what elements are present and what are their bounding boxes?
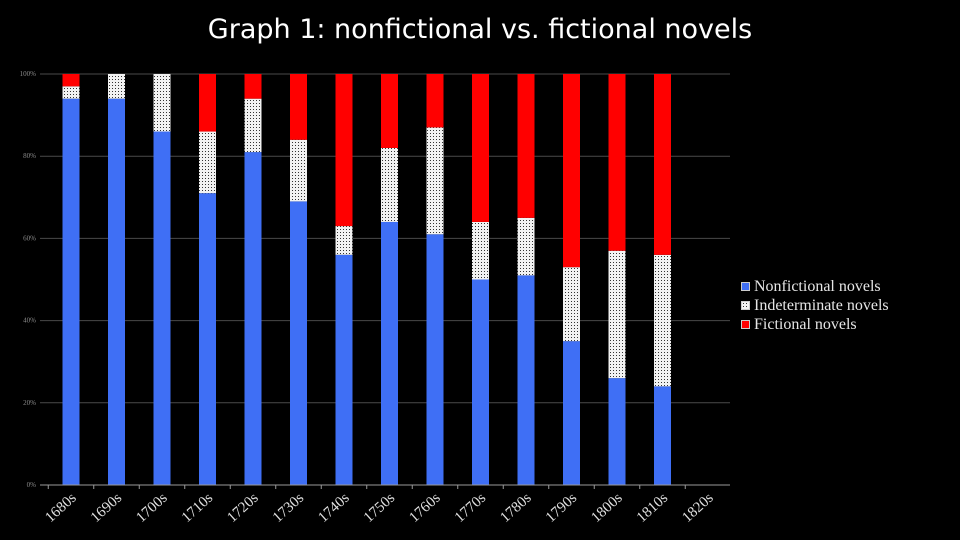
x-tick-label: 1690s xyxy=(88,490,125,526)
x-tick-label: 1800s xyxy=(588,490,625,526)
y-tick-label: 60% xyxy=(23,234,36,242)
x-tick-label: 1780s xyxy=(497,490,534,526)
x-tick-label: 1740s xyxy=(315,490,352,526)
bar-segment-fictional xyxy=(62,74,80,87)
x-tick-label: 1700s xyxy=(133,490,170,526)
bar-segment-fictional xyxy=(654,74,671,255)
bar-segment-indeterminate xyxy=(563,267,580,342)
bar-segment-nonfictional xyxy=(472,279,489,485)
bar-segment-nonfictional xyxy=(608,378,626,485)
y-tick-label: 20% xyxy=(23,399,36,407)
legend-swatch-fictional xyxy=(741,320,750,329)
bar-segment-indeterminate xyxy=(244,98,262,153)
bar-segment-indeterminate xyxy=(108,74,125,99)
legend-item-indeterminate: Indeterminate novels xyxy=(741,296,889,315)
bar-segment-fictional xyxy=(563,74,580,268)
x-tick-label: 1760s xyxy=(406,490,443,526)
bar-segment-indeterminate xyxy=(426,127,444,235)
x-tick-label: 1730s xyxy=(270,490,307,526)
bar-segment-indeterminate xyxy=(290,139,307,202)
legend-swatch-indeterminate xyxy=(741,301,750,310)
bar-segment-indeterminate xyxy=(199,131,216,194)
bar-segment-indeterminate xyxy=(153,74,171,132)
bar-segment-nonfictional xyxy=(199,193,216,485)
slide-title: Graph 1: nonfictional vs. fictional nove… xyxy=(207,14,753,45)
bar-segment-nonfictional xyxy=(153,131,171,486)
bar-segment-nonfictional xyxy=(290,201,307,485)
bar-segment-fictional xyxy=(335,74,353,227)
bar-segment-nonfictional xyxy=(517,275,535,485)
bar-segment-fictional xyxy=(199,74,216,132)
bar-segment-fictional xyxy=(426,74,444,128)
legend-swatch-nonfictional xyxy=(741,282,750,291)
bar-segment-nonfictional xyxy=(62,98,80,485)
y-tick-label: 0% xyxy=(27,481,37,489)
x-tick-label: 1810s xyxy=(634,490,671,526)
bar-segment-nonfictional xyxy=(244,152,262,485)
x-axis-ticks: 1680s 1690s 1700s 1710s 1720s 1730s 1740s 1750s… xyxy=(42,485,717,526)
x-tick-label: 1720s xyxy=(224,490,261,526)
x-tick-label: 1750s xyxy=(361,490,398,526)
bar-segment-nonfictional xyxy=(563,341,580,485)
bar-segment-indeterminate xyxy=(608,250,626,379)
y-tick-label: 100% xyxy=(20,70,37,78)
bar-segment-fictional xyxy=(472,74,489,222)
bar-segment-indeterminate xyxy=(654,254,671,387)
legend-label-nonfictional: Nonfictional novels xyxy=(754,278,881,295)
x-tick-label: 1820s xyxy=(679,490,716,526)
bar-segment-indeterminate xyxy=(335,226,353,255)
bar-segment-nonfictional xyxy=(335,254,353,485)
x-tick-label: 1790s xyxy=(543,490,580,526)
bar-segment-fictional xyxy=(381,74,398,148)
legend: Nonfictional novels Indeterminate novels… xyxy=(741,277,889,334)
x-tick-label: 1710s xyxy=(179,490,216,526)
bar-segment-indeterminate xyxy=(62,86,80,99)
bar-segment-nonfictional xyxy=(108,98,125,485)
bar-segment-indeterminate xyxy=(381,147,398,222)
legend-item-nonfictional: Nonfictional novels xyxy=(741,277,889,296)
bar-segment-indeterminate xyxy=(472,221,489,280)
legend-item-fictional: Fictional novels xyxy=(741,315,889,334)
bar-segment-indeterminate xyxy=(517,217,535,276)
legend-label-fictional: Fictional novels xyxy=(754,316,857,333)
bar-segment-fictional xyxy=(244,74,262,99)
bar-segment-fictional xyxy=(290,74,307,140)
y-tick-label: 40% xyxy=(23,317,36,325)
y-axis-ticks: 0% 20% 40% 60% 80% 100% xyxy=(20,70,37,489)
bar-segment-nonfictional xyxy=(381,221,398,485)
bar-segment-nonfictional xyxy=(426,234,444,485)
bar-segment-nonfictional xyxy=(654,386,671,485)
bar-segment-fictional xyxy=(517,74,535,218)
y-tick-label: 80% xyxy=(23,152,36,160)
x-tick-label: 1770s xyxy=(452,490,489,526)
bars xyxy=(62,74,671,486)
bar-segment-fictional xyxy=(608,74,626,251)
x-tick-label: 1680s xyxy=(42,490,79,526)
legend-label-indeterminate: Indeterminate novels xyxy=(754,297,889,314)
